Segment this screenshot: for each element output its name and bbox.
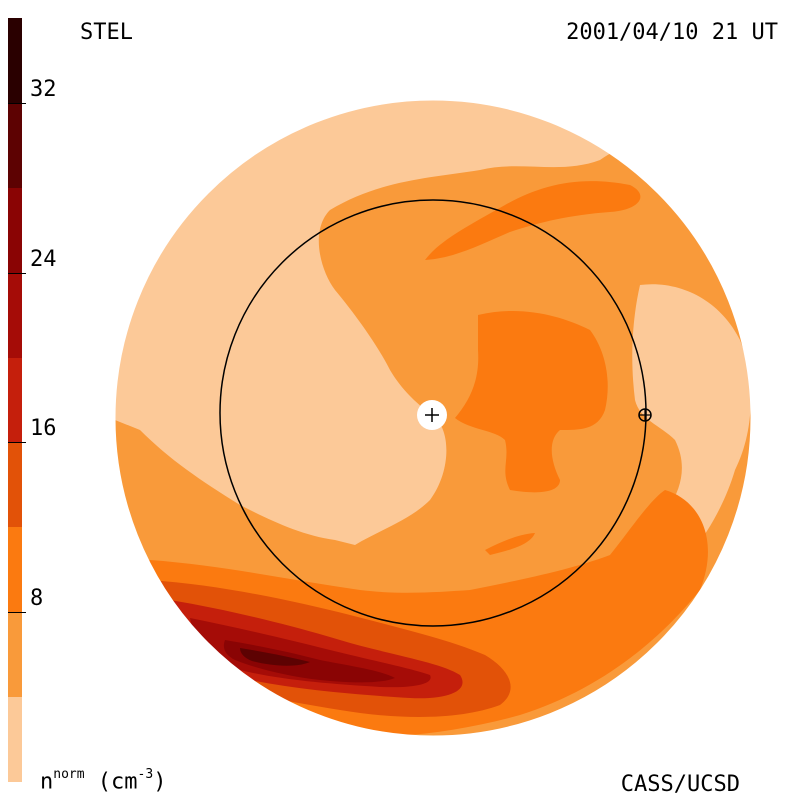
unit-symbol: n [40,769,54,795]
density-level-2-region-sw [485,533,535,555]
colorbar-level-6 [8,187,22,273]
colorbar-tick-label: 32 [30,76,57,102]
colorbar-level-1 [8,612,22,698]
colorbar-tick-mark [8,102,26,104]
density-level-2-region-center [455,310,608,493]
colorbar-level-7 [8,102,22,188]
earth-marker [638,408,652,422]
unit-exponent: -3 [137,767,154,782]
colorbar-tick-mark [8,612,26,614]
unit-superscript: norm [53,767,85,782]
colorbar-tick-label: 24 [30,246,57,272]
colorbar-tick-mark [8,272,26,274]
colorbar-level-2 [8,527,22,613]
density-level-7-region [240,648,310,666]
colorbar-level-3 [8,442,22,528]
earth-orbit-circle [219,199,647,627]
colorbar-tick-label: 8 [30,586,44,612]
colorbar-level-5 [8,272,22,358]
density-level-0-region-upper [115,100,751,545]
unit-close: ) [153,769,167,795]
density-level-2-region-upper [425,181,641,260]
color-scale-bar [8,18,22,782]
colorbar-unit-label: nnorm (cm-3) [40,767,167,795]
density-contours [115,100,751,736]
credit-label: CASS/UCSD [620,772,740,797]
field-of-view-edge [114,99,752,737]
colorbar-level-4 [8,357,22,443]
colorbar-tick-mark [8,442,26,444]
colorbar-level-8 [8,18,22,103]
colorbar-level-0 [8,697,22,782]
timestamp-label: 2001/04/10 21 UT [566,20,778,45]
sun-center-marker [417,400,447,430]
unit-text: (cm [84,769,138,795]
instrument-label: STEL [80,20,133,45]
colorbar-tick-label: 16 [30,416,57,442]
density-level-6-region [223,640,395,683]
